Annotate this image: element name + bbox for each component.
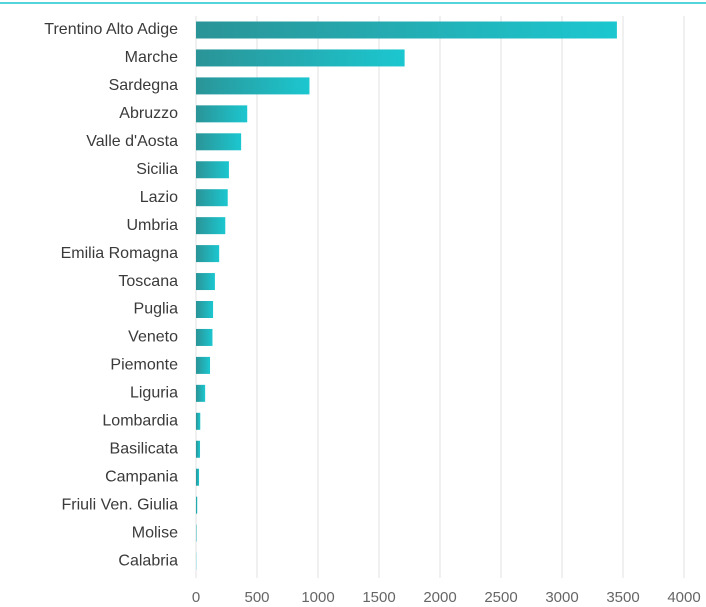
bar xyxy=(196,440,201,458)
bar xyxy=(196,496,198,514)
y-tick-label: Umbria xyxy=(126,217,178,234)
bar xyxy=(196,217,226,235)
y-tick-label: Valle d'Aosta xyxy=(86,133,178,150)
bar xyxy=(196,245,220,263)
bar xyxy=(196,49,405,67)
y-tick-label: Liguria xyxy=(130,385,178,402)
y-tick-label: Campania xyxy=(105,468,178,485)
bar xyxy=(196,356,211,374)
bar xyxy=(196,105,248,123)
y-tick-label: Abruzzo xyxy=(119,105,178,122)
y-tick-label: Sicilia xyxy=(136,161,178,178)
x-tick-label: 1500 xyxy=(362,589,395,606)
bar xyxy=(196,133,242,151)
x-tick-label: 3500 xyxy=(606,589,639,606)
x-tick-label: 2500 xyxy=(484,589,517,606)
y-tick-label: Marche xyxy=(125,49,178,66)
bar xyxy=(196,189,228,207)
bar xyxy=(196,384,206,402)
y-tick-label: Toscana xyxy=(118,273,178,290)
y-tick-label: Basilicata xyxy=(110,440,179,457)
bar xyxy=(196,21,617,39)
x-tick-label: 3000 xyxy=(545,589,578,606)
x-tick-label: 0 xyxy=(192,589,200,606)
bar xyxy=(196,77,310,95)
y-tick-label: Lazio xyxy=(140,189,178,206)
y-tick-label: Friuli Ven. Giulia xyxy=(62,496,179,513)
x-tick-label: 2000 xyxy=(423,589,456,606)
bar xyxy=(196,161,229,179)
x-tick-label: 1000 xyxy=(301,589,334,606)
y-tick-label: Molise xyxy=(132,524,178,541)
y-tick-label: Trentino Alto Adige xyxy=(44,21,178,38)
x-tick-label: 4000 xyxy=(667,589,700,606)
y-tick-label: Sardegna xyxy=(109,77,178,94)
y-tick-label: Calabria xyxy=(118,552,178,569)
bar xyxy=(196,301,214,318)
y-tick-label: Veneto xyxy=(128,329,178,346)
bar xyxy=(196,412,201,430)
bar xyxy=(196,273,215,291)
y-tick-label: Piemonte xyxy=(110,357,178,374)
y-tick-label: Puglia xyxy=(134,301,179,318)
x-tick-label: 500 xyxy=(244,589,269,606)
y-tick-label: Lombardia xyxy=(102,413,178,430)
bar xyxy=(196,468,200,486)
y-tick-label: Emilia Romagna xyxy=(61,245,178,262)
bar xyxy=(196,328,213,346)
